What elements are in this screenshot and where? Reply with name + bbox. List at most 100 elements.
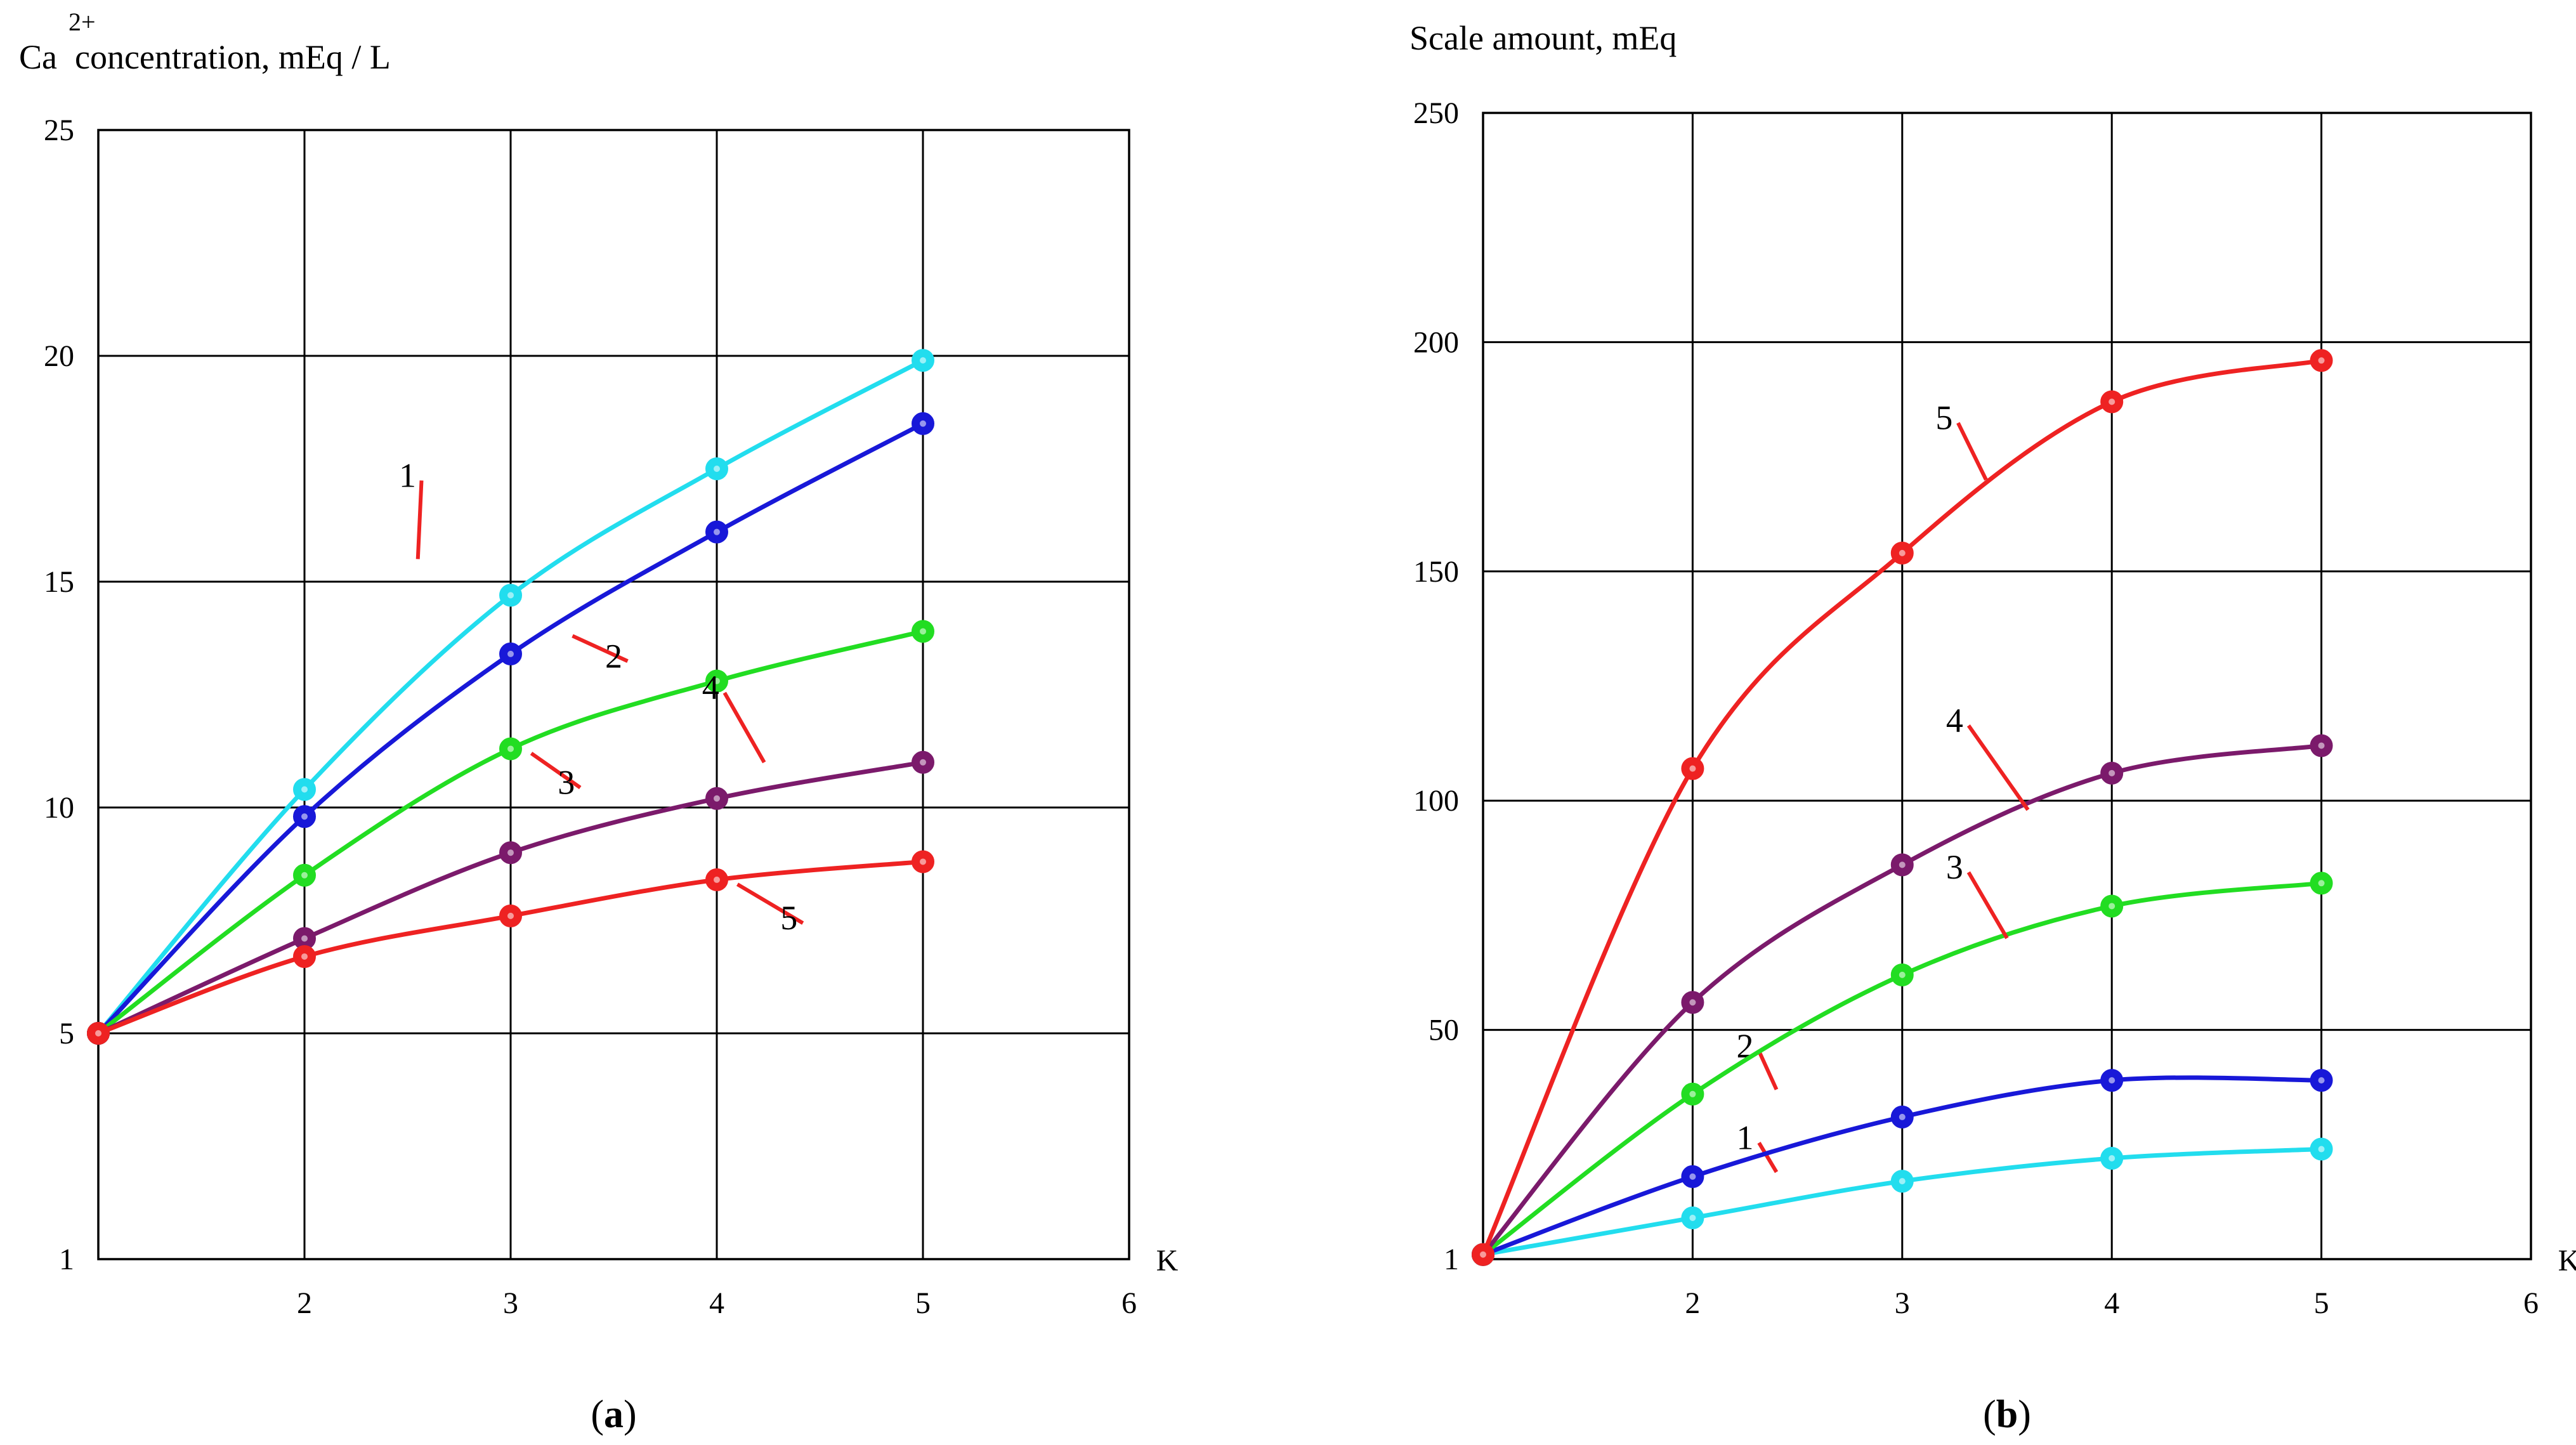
data-point-highlight: [1689, 1173, 1696, 1180]
curve-label: 5: [1935, 399, 1952, 437]
curve-label-leader: [572, 634, 629, 664]
data-point-highlight: [301, 935, 308, 942]
curve-label: 5: [780, 899, 797, 937]
data-point-highlight: [2318, 742, 2325, 749]
x-tick-label: 2: [297, 1286, 312, 1320]
curve-label: 2: [605, 637, 622, 675]
series-1: 1: [1472, 1119, 2333, 1266]
data-point-highlight: [507, 592, 514, 599]
data-point-highlight: [714, 466, 720, 472]
data-point-highlight: [920, 858, 926, 865]
y-tick-label: 1: [1444, 1243, 1459, 1276]
curve-label-leader: [1966, 724, 2030, 811]
y-tick-label: 150: [1413, 555, 1459, 589]
panel-label-open: (: [591, 1393, 604, 1436]
data-point-highlight: [301, 872, 308, 879]
curve-label-leader: [1757, 1050, 1779, 1090]
y-tick-label: 5: [59, 1017, 74, 1050]
panel-label-close: ): [2018, 1393, 2031, 1436]
x-axis-label: K: [1156, 1244, 1179, 1278]
panel-label-letter: a: [604, 1393, 624, 1436]
data-point-highlight: [2318, 880, 2325, 887]
x-tick-label: 4: [2104, 1286, 2119, 1320]
y-axis-label-superscript: 2+: [69, 8, 96, 36]
data-point-highlight: [2109, 1077, 2115, 1084]
curve-label: 4: [1946, 702, 1963, 740]
y-tick-label: 25: [44, 114, 74, 147]
y-tick-label: 50: [1429, 1014, 1459, 1047]
data-point-highlight: [507, 912, 514, 919]
panel-label-letter: b: [1996, 1393, 2018, 1436]
curve-label-leader: [1966, 871, 2009, 939]
series-line: [96, 358, 925, 1036]
data-point-highlight: [507, 745, 514, 752]
data-point-highlight: [1689, 1214, 1696, 1221]
series-3: 3: [87, 620, 934, 1045]
panel-label: (b): [1983, 1393, 2031, 1436]
panel-label: (a): [591, 1393, 636, 1436]
data-point-highlight: [714, 528, 720, 535]
curve-label-leader: [415, 480, 424, 559]
y-axis-label: Scale amount, mEq: [1409, 19, 1677, 57]
data-point-highlight: [2109, 1154, 2115, 1161]
y-tick-label: 20: [44, 339, 74, 373]
data-point-highlight: [95, 1030, 101, 1036]
curve-label: 1: [1737, 1119, 1754, 1157]
data-point-highlight: [2318, 1146, 2325, 1153]
y-tick-label: 10: [44, 791, 74, 825]
y-axis-label-base: Ca: [19, 38, 57, 76]
data-point-highlight: [920, 759, 926, 766]
data-point-highlight: [301, 813, 308, 820]
grid: [1483, 113, 2531, 1259]
data-point-highlight: [1899, 549, 1906, 556]
curve-label: 1: [399, 456, 416, 494]
plot-frame: [1482, 112, 2532, 1260]
x-tick-label: 5: [2314, 1286, 2329, 1320]
x-tick-label: 6: [1121, 1286, 1137, 1320]
y-axis-label-rest: concentration, mEq / L: [75, 38, 391, 76]
data-point-highlight: [301, 786, 308, 793]
x-tick-label: 3: [1895, 1286, 1910, 1320]
series-line: [1481, 743, 2324, 1257]
curve-label: 4: [702, 669, 719, 707]
panel-label-open: (: [1983, 1393, 1996, 1436]
y-tick-label: 250: [1413, 96, 1459, 130]
data-point-highlight: [507, 849, 514, 856]
curve-label-leader: [1757, 1141, 1779, 1174]
data-point-highlight: [1899, 1113, 1906, 1120]
panel-label-close: ): [624, 1393, 637, 1436]
data-point-highlight: [920, 628, 926, 635]
data-point-highlight: [1899, 971, 1906, 978]
y-tick-label: 100: [1413, 784, 1459, 818]
data-point-highlight: [1899, 861, 1906, 868]
data-point-highlight: [2318, 1077, 2325, 1084]
plot-frame: [97, 129, 1130, 1260]
curve-label: 3: [1946, 848, 1963, 886]
data-point-highlight: [1689, 765, 1696, 772]
series-5: 5: [1472, 349, 2333, 1266]
data-point-highlight: [2109, 903, 2115, 910]
x-axis-label: K: [2558, 1244, 2576, 1278]
curve-label-leader: [530, 752, 582, 790]
data-point-highlight: [1480, 1251, 1486, 1258]
curve-label-leader: [736, 882, 804, 925]
data-point-highlight: [714, 677, 720, 684]
curve-label-leader: [1956, 422, 1988, 481]
data-point-highlight: [714, 876, 720, 883]
y-tick-label: 1: [59, 1243, 74, 1276]
x-tick-label: 3: [503, 1286, 518, 1320]
data-point-highlight: [920, 420, 926, 427]
data-point-highlight: [2318, 357, 2325, 364]
y-tick-label: 200: [1413, 325, 1459, 359]
series-line: [1481, 358, 2324, 1257]
x-tick-label: 4: [709, 1286, 724, 1320]
data-point-highlight: [2109, 398, 2115, 405]
x-tick-label: 5: [915, 1286, 931, 1320]
data-point-highlight: [1689, 999, 1696, 1006]
series-5: 5: [87, 850, 934, 1045]
y-tick-label: 15: [44, 565, 74, 599]
data-point-highlight: [1899, 1178, 1906, 1185]
